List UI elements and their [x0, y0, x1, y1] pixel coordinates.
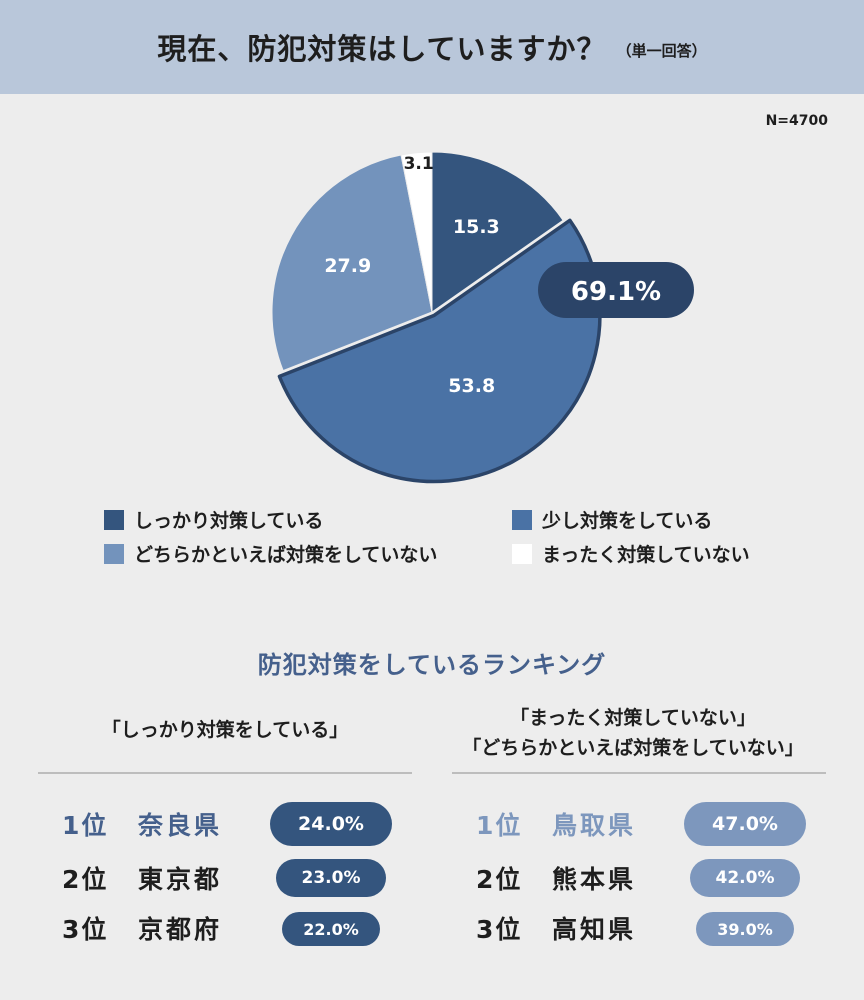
ranking-left-divider	[38, 772, 412, 774]
legend-swatch-some	[512, 509, 532, 530]
prefecture-name: 京都府	[138, 915, 223, 944]
ranking-right-value-2: 42.0%	[690, 859, 800, 897]
pie-value-label-firm: 15.3	[453, 216, 500, 238]
prefecture-name: 東京都	[138, 865, 223, 894]
ranking-left-value-2: 23.0%	[276, 859, 386, 897]
legend-swatch-firm	[104, 509, 124, 530]
legend-item-rather-not: どちらかといえば対策をしていない	[104, 540, 437, 567]
prefecture-name: 熊本県	[552, 865, 637, 894]
ranking-left-row-3: 3位 京都府	[62, 906, 270, 950]
rank-number: 1位	[62, 811, 109, 840]
pie-slice-firm	[431, 151, 564, 313]
legend-swatch-none	[512, 543, 532, 564]
legend-label-some: 少し対策をしている	[542, 510, 713, 532]
pie-chart: 15.3 53.8 27.9 3.1 69.1%	[271, 151, 694, 484]
ranking-right-value-1: 47.0%	[684, 802, 806, 846]
header-banner: 現在、防犯対策はしていますか？ （単一回答）	[0, 0, 864, 94]
legend-label-none: まったく対策していない	[542, 544, 750, 566]
legend-label-firm: しっかり対策している	[134, 510, 324, 532]
pie-value-label-some: 53.8	[448, 375, 495, 397]
ranking-right-row-1: 1位 鳥取県	[476, 802, 684, 846]
callout-text: 69.1%	[571, 277, 661, 307]
ranking-title: 防犯対策をしているランキング	[257, 651, 607, 679]
ranking-left-value-3: 22.0%	[282, 912, 380, 946]
rank-number: 2位	[476, 865, 523, 894]
ranking-right-divider	[452, 772, 826, 774]
legend-item-none: まったく対策していない	[512, 540, 750, 567]
ranking-left-heading-line: 「しっかり対策をしている」	[101, 719, 349, 741]
legend-label-rather-not: どちらかといえば対策をしていない	[134, 544, 438, 566]
pie-value-label-rather-not: 27.9	[324, 255, 371, 277]
prefecture-name: 鳥取県	[552, 811, 637, 840]
legend-item-firm: しっかり対策している	[104, 506, 323, 533]
ranking-left-row-1: 1位 奈良県	[62, 802, 270, 846]
legend-swatch-rather-not	[104, 543, 124, 564]
rank-number: 3位	[476, 915, 523, 944]
prefecture-name: 奈良県	[138, 811, 223, 840]
ranking-right-heading-line-1: 「まったく対策していない」	[510, 707, 756, 729]
ranking-right-row-3: 3位 高知県	[476, 906, 684, 950]
legend-item-some: 少し対策をしている	[512, 506, 712, 533]
prefecture-name: 高知県	[552, 915, 637, 944]
pie-slice-rather-not	[271, 154, 433, 372]
ranking-left-row-2: 2位 東京都	[62, 856, 270, 900]
rank-number: 3位	[62, 915, 109, 944]
callout-pill	[538, 262, 694, 318]
ranking-left-value-1: 24.0%	[270, 802, 392, 846]
chart-title: 現在、防犯対策はしていますか？	[157, 32, 607, 66]
callout-badge: 69.1%	[538, 262, 694, 318]
rank-number: 1位	[476, 811, 523, 840]
pie-slice-none	[400, 151, 433, 313]
pie-value-label-none: 3.1	[404, 154, 434, 174]
sample-size-label: N=4700	[765, 113, 828, 129]
ranking-right-row-2: 2位 熊本県	[476, 856, 684, 900]
chart-subtitle: （単一回答）	[616, 41, 707, 60]
rank-number: 2位	[62, 865, 109, 894]
ranking-left-heading: 「しっかり対策をしている」	[38, 715, 412, 745]
ranking-right-heading-line-2: 「どちらかといえば対策をしていない」	[462, 737, 804, 759]
ranking-right-value-3: 39.0%	[696, 912, 794, 946]
ranking-right-heading: 「まったく対策していない」 「どちらかといえば対策をしていない」	[440, 703, 826, 763]
